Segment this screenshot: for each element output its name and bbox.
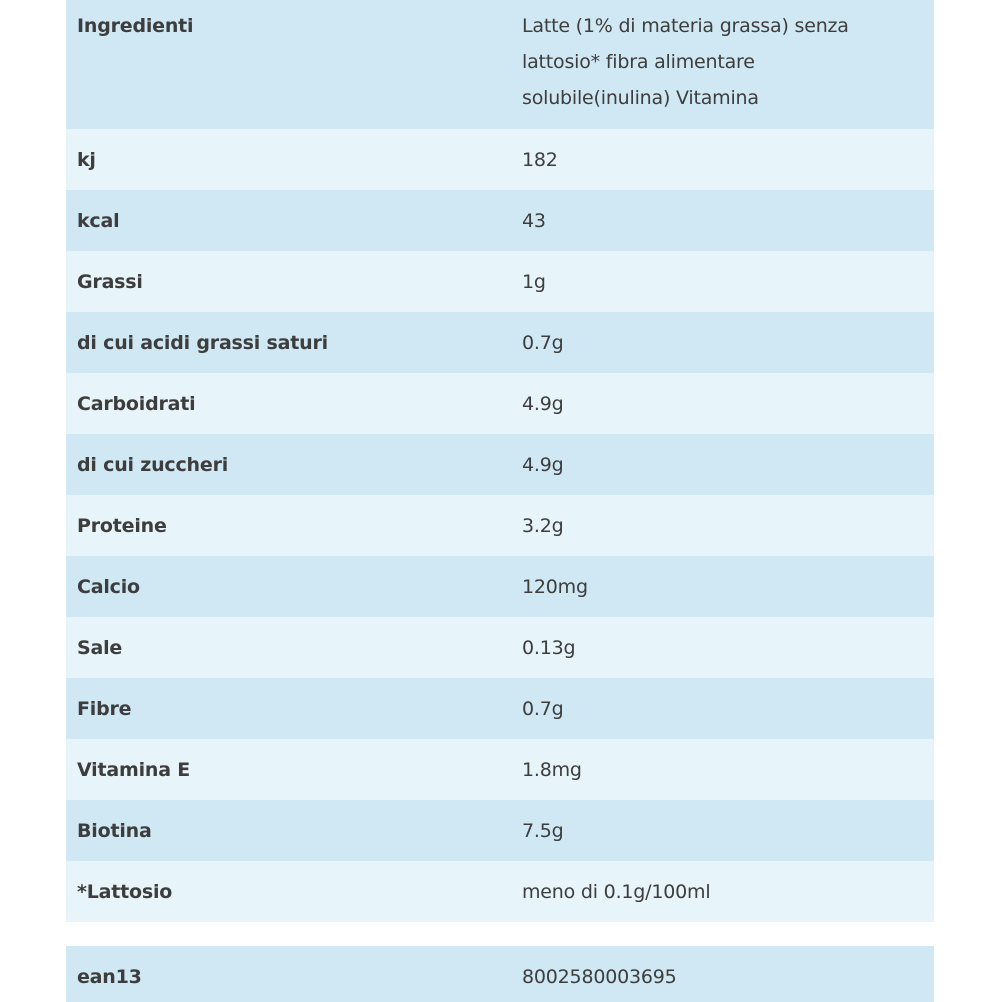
row-value: 0.7g — [522, 698, 564, 720]
product-info-table: Ingredienti Latte (1% di materia grassa)… — [66, 0, 934, 1002]
row-value: 0.7g — [522, 332, 564, 354]
table-row: Proteine 3.2g — [66, 495, 934, 556]
row-label: Proteine — [77, 515, 167, 537]
row-value: 3.2g — [522, 515, 564, 537]
table-row: di cui acidi grassi saturi 0.7g — [66, 312, 934, 373]
table-row: Grassi 1g — [66, 251, 934, 312]
row-value: 1.8mg — [522, 759, 582, 781]
ingredients-value: Latte (1% di materia grassa) senza latto… — [522, 8, 934, 116]
row-label: Fibre — [77, 698, 132, 720]
row-label: kcal — [77, 210, 120, 232]
row-value: 182 — [522, 149, 558, 171]
table-gap — [66, 922, 934, 946]
row-label: *Lattosio — [77, 881, 173, 903]
row-label: Grassi — [77, 271, 143, 293]
row-label: Vitamina E — [77, 759, 191, 781]
row-value: 7.5g — [522, 820, 564, 842]
table-row: Biotina 7.5g — [66, 800, 934, 861]
row-value: 4.9g — [522, 454, 564, 476]
row-value: 4.9g — [522, 393, 564, 415]
row-label: di cui acidi grassi saturi — [77, 332, 328, 354]
row-label: Carboidrati — [77, 393, 196, 415]
row-value: 1g — [522, 271, 546, 293]
row-label: kj — [77, 149, 96, 171]
row-label: Sale — [77, 637, 123, 659]
table-row: Calcio 120mg — [66, 556, 934, 617]
ean-value: 8002580003695 — [522, 966, 677, 988]
row-value: 120mg — [522, 576, 588, 598]
ingredients-line: lattosio* fibra alimentare — [522, 51, 755, 73]
table-row-ean: ean13 8002580003695 — [66, 946, 934, 1002]
table-row: *Lattosio meno di 0.1g/100ml — [66, 861, 934, 922]
row-value: 0.13g — [522, 637, 576, 659]
ingredients-line: Latte (1% di materia grassa) senza — [522, 15, 849, 37]
ingredients-line: solubile(inulina) Vitamina — [522, 87, 759, 109]
table-row: Sale 0.13g — [66, 617, 934, 678]
row-label: ean13 — [77, 966, 142, 988]
table-row: Fibre 0.7g — [66, 678, 934, 739]
row-label: di cui zuccheri — [77, 454, 229, 476]
row-label: Calcio — [77, 576, 140, 598]
table-row: kj 182 — [66, 129, 934, 190]
table-row-ingredients: Ingredienti Latte (1% di materia grassa)… — [66, 0, 934, 129]
table-row: kcal 43 — [66, 190, 934, 251]
row-value: 43 — [522, 210, 546, 232]
row-value: meno di 0.1g/100ml — [522, 881, 711, 903]
table-row: di cui zuccheri 4.9g — [66, 434, 934, 495]
row-label: Biotina — [77, 820, 152, 842]
row-label: Ingredienti — [77, 15, 194, 37]
table-row: Vitamina E 1.8mg — [66, 739, 934, 800]
table-row: Carboidrati 4.9g — [66, 373, 934, 434]
